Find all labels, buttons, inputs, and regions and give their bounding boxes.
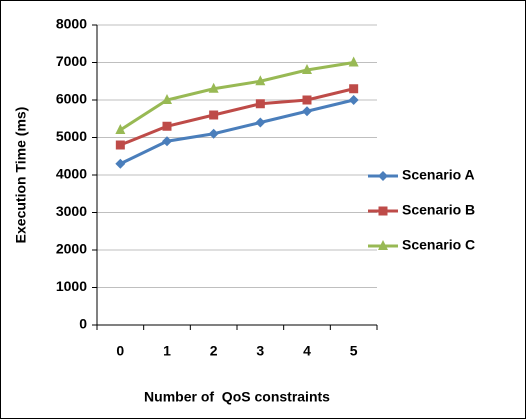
- x-axis-title: Number of QoS constraints: [144, 389, 330, 405]
- y-tick-label: 2000: [56, 241, 87, 257]
- y-tick-label: 4000: [56, 166, 87, 182]
- legend-marker: [378, 171, 388, 181]
- legend-label: Scenario C: [402, 237, 475, 253]
- data-point: [255, 99, 265, 109]
- data-point: [255, 117, 266, 128]
- legend-label: Scenario A: [402, 167, 475, 183]
- y-tick-label: 6000: [56, 91, 87, 107]
- legend-marker: [378, 206, 388, 216]
- y-tick-label: 8000: [56, 16, 87, 32]
- data-point: [208, 82, 219, 93]
- data-point: [115, 140, 125, 150]
- data-point: [348, 56, 359, 67]
- data-point: [348, 95, 359, 105]
- x-tick-label: 2: [210, 343, 218, 359]
- y-axis-title: Execution Time (ms): [13, 107, 29, 244]
- legend-marker: [378, 240, 388, 250]
- data-point: [115, 124, 126, 134]
- data-point: [208, 128, 219, 139]
- y-tick-label: 1000: [56, 278, 87, 294]
- y-tick-label: 7000: [56, 53, 87, 69]
- x-tick-label: 4: [303, 343, 311, 359]
- data-point: [255, 75, 266, 86]
- data-point: [302, 95, 312, 105]
- data-point: [209, 110, 219, 120]
- data-point: [302, 106, 312, 117]
- x-tick-label: 3: [256, 343, 264, 359]
- data-point: [349, 84, 359, 94]
- series-line: [119, 87, 355, 147]
- y-tick-label: 0: [79, 316, 87, 332]
- x-tick-label: 1: [163, 343, 171, 359]
- data-point: [162, 136, 172, 147]
- y-tick-label: 3000: [56, 203, 87, 219]
- data-point: [115, 158, 126, 169]
- x-tick-label: 5: [350, 343, 358, 359]
- series-line: [119, 98, 355, 166]
- legend-label: Scenario B: [402, 202, 475, 218]
- y-tick-label: 5000: [56, 128, 87, 144]
- series-line: [119, 61, 354, 132]
- data-point: [302, 64, 312, 74]
- data-point: [162, 94, 172, 104]
- x-tick-label: 0: [116, 343, 124, 359]
- data-point: [162, 121, 172, 131]
